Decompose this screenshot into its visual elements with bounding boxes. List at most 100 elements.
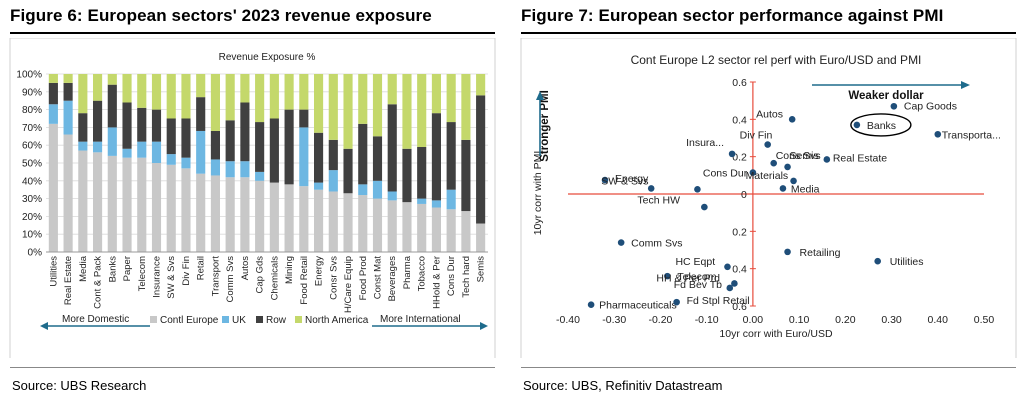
bar-segment — [461, 139, 471, 212]
bar-segment — [92, 141, 103, 153]
bar-segment — [358, 184, 368, 196]
bar-segment — [446, 189, 456, 210]
bar-segment — [446, 209, 456, 252]
x-tick-label: -0.20 — [648, 314, 672, 326]
stronger-pmi-arrowhead — [536, 91, 544, 100]
stronger-pmi-label: Stronger PMI — [539, 90, 551, 162]
x-tick-label: Retail — [196, 256, 207, 280]
bar-segment — [299, 186, 309, 252]
bar-segment — [181, 168, 191, 252]
point-label: Energy — [615, 173, 649, 185]
scatter-point — [728, 150, 736, 158]
bar-segment — [48, 82, 58, 105]
bar-segment — [151, 109, 162, 142]
bar-segment — [63, 100, 73, 135]
bar-segment — [122, 148, 132, 158]
x-tick-label: Const Mat — [373, 256, 384, 300]
scatter-point — [784, 163, 791, 171]
international-arrowhead — [480, 322, 488, 330]
bar-segment — [166, 118, 176, 155]
x-tick-label: SW & Svs — [166, 256, 177, 299]
chart-title: Cont Europe L2 sector rel perf with Euro… — [631, 53, 922, 67]
bar-segment — [299, 74, 309, 110]
chart-frame — [9, 38, 496, 358]
legend-swatch — [295, 316, 302, 323]
bar-segment — [166, 74, 176, 119]
y-tick-label: 0.2 — [732, 152, 747, 164]
x-tick-label: Mining — [284, 256, 295, 284]
bar-segment — [313, 132, 324, 183]
legend-swatch — [256, 316, 263, 323]
x-axis-title: 10yr corr with Euro/USD — [719, 328, 833, 340]
y-tick-label: 0.6 — [732, 77, 747, 89]
point-label: Real Estate — [833, 152, 887, 164]
bar-segment — [107, 155, 117, 252]
scatter-point — [770, 159, 777, 167]
bar-segment — [299, 127, 309, 187]
point-label: Transporta... — [942, 129, 1001, 141]
bar-segment — [48, 104, 58, 124]
point-label: Media — [791, 183, 820, 195]
bar-segment — [372, 74, 383, 137]
bar-segment — [196, 173, 206, 252]
scatter-point — [726, 284, 734, 292]
scatter-point — [587, 301, 595, 309]
bar-segment — [431, 113, 442, 201]
x-tick-label: Real Estate — [63, 256, 74, 305]
x-tick-label: Consr Svs — [328, 256, 339, 300]
bar-segment — [137, 74, 147, 108]
bar-segment — [210, 130, 221, 160]
scatter-point — [647, 185, 655, 192]
point-label: HC Eqpt — [675, 256, 715, 268]
x-tick-label: Tech hard — [461, 256, 472, 298]
x-tick-label: 0.10 — [789, 314, 810, 326]
x-tick-label: Insurance — [152, 256, 163, 298]
bar-segment — [78, 141, 88, 151]
x-tick-label: Tobacco — [417, 256, 428, 291]
bar-segment — [240, 161, 250, 178]
point-label: Retailing — [800, 247, 841, 259]
scatter-point — [784, 248, 791, 256]
bar-segment — [255, 171, 265, 181]
point-label: Div Fin — [740, 130, 773, 142]
figure7-source: Source: UBS, Refinitiv Datastream — [523, 378, 723, 393]
bar-segment — [387, 104, 397, 192]
bar-segment — [122, 157, 132, 252]
figure7-title: Figure 7: European sector performance ag… — [521, 6, 944, 25]
bar-segment — [328, 74, 338, 140]
revenue-exposure-chart: Revenue Exposure % 0% 10% 20% 30% 40% 50% 60% 70… — [9, 38, 496, 358]
x-tick-label: 0.50 — [974, 314, 995, 326]
point-label: Cons Svs — [776, 150, 821, 162]
point-label: SW & Svs — [601, 175, 648, 187]
bar-segment — [387, 74, 397, 105]
y-tick-label: 100% — [16, 70, 42, 81]
point-label: Comm Svs — [631, 238, 682, 250]
x-tick-label: Transport — [210, 256, 221, 297]
point-label: Cons Dur — [703, 168, 748, 180]
figure6-title: Figure 6: European sectors' 2023 revenue… — [10, 6, 432, 25]
bar-segment — [255, 74, 265, 123]
y-tick-label: 40% — [22, 176, 42, 187]
scatter-point — [694, 186, 701, 193]
x-tick-label: Utilities — [48, 256, 59, 287]
point-label: Utilities — [890, 256, 924, 268]
legend-label: Contl Europe — [160, 315, 219, 326]
domestic-arrowhead — [40, 322, 48, 330]
point-label: Pharmaceuticals — [599, 300, 677, 312]
bar-segment — [240, 177, 250, 252]
bar-segment — [313, 74, 324, 133]
bar-segment — [284, 184, 294, 252]
legend-label: UK — [232, 315, 246, 326]
y-axis-title: 10yr corr with PMI — [532, 151, 544, 236]
bar-segment — [137, 107, 147, 142]
weaker-dollar-arrowhead — [961, 81, 970, 89]
bar-segment — [181, 118, 191, 158]
bar-segment — [417, 146, 427, 199]
bar-segment — [269, 74, 279, 119]
figure7-title-rule — [521, 32, 1016, 34]
point-label: Telecom — [677, 271, 716, 283]
y-tick-label: 60% — [22, 141, 42, 152]
figure6-title-rule — [10, 32, 495, 34]
point-label: Autos — [756, 108, 783, 120]
bar-segment — [417, 198, 427, 204]
